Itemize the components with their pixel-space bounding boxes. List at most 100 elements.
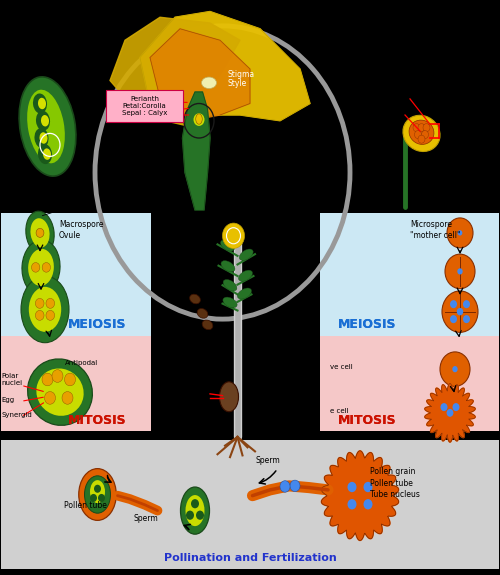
Circle shape <box>418 135 425 143</box>
Text: MEIOSIS: MEIOSIS <box>338 318 397 331</box>
Ellipse shape <box>238 270 252 281</box>
Circle shape <box>191 499 199 508</box>
Circle shape <box>413 124 420 132</box>
Circle shape <box>450 300 457 308</box>
Circle shape <box>440 352 470 386</box>
FancyBboxPatch shape <box>320 213 499 336</box>
Text: Pollen tube: Pollen tube <box>64 501 107 511</box>
Circle shape <box>46 298 54 308</box>
Text: MITOSIS: MITOSIS <box>68 415 127 427</box>
Circle shape <box>364 482 372 492</box>
Circle shape <box>348 499 356 509</box>
Ellipse shape <box>223 279 237 291</box>
Text: Perianth
Petal:Corolla
Sepal : Calyx: Perianth Petal:Corolla Sepal : Calyx <box>122 97 167 116</box>
Text: MITOSIS: MITOSIS <box>338 415 397 427</box>
Ellipse shape <box>240 249 253 260</box>
Text: Pollination and Fertilization: Pollination and Fertilization <box>164 553 336 562</box>
Text: Macrospore
Ovule: Macrospore Ovule <box>59 220 104 240</box>
Ellipse shape <box>238 288 252 299</box>
Ellipse shape <box>28 359 92 426</box>
Circle shape <box>463 315 470 323</box>
Ellipse shape <box>34 128 48 148</box>
Text: Tube nucleus: Tube nucleus <box>370 490 420 499</box>
Circle shape <box>452 403 460 411</box>
Ellipse shape <box>90 480 105 503</box>
Polygon shape <box>322 451 398 540</box>
Circle shape <box>452 366 458 372</box>
Circle shape <box>196 511 204 520</box>
Circle shape <box>418 124 425 132</box>
Polygon shape <box>140 12 310 126</box>
Ellipse shape <box>190 294 200 304</box>
Circle shape <box>36 228 44 237</box>
Ellipse shape <box>180 487 210 534</box>
Circle shape <box>446 409 454 417</box>
Ellipse shape <box>40 132 48 144</box>
Ellipse shape <box>29 287 61 332</box>
Circle shape <box>222 223 244 248</box>
Ellipse shape <box>409 120 434 144</box>
Circle shape <box>52 370 63 382</box>
Ellipse shape <box>21 276 69 343</box>
Circle shape <box>64 373 76 386</box>
Polygon shape <box>150 29 250 121</box>
Text: Pollen grain: Pollen grain <box>370 467 416 476</box>
Ellipse shape <box>28 249 54 286</box>
Circle shape <box>90 494 97 502</box>
Ellipse shape <box>38 98 46 109</box>
Ellipse shape <box>33 94 47 113</box>
Circle shape <box>442 291 478 332</box>
Circle shape <box>450 315 457 323</box>
Ellipse shape <box>220 382 238 412</box>
Ellipse shape <box>79 469 116 520</box>
Circle shape <box>280 481 290 492</box>
Text: Microspore
"mother cell": Microspore "mother cell" <box>410 220 461 240</box>
Text: Sperm: Sperm <box>134 514 159 523</box>
Text: Sperm: Sperm <box>255 456 280 465</box>
Polygon shape <box>182 92 210 210</box>
Text: Stigma: Stigma <box>228 70 254 79</box>
Circle shape <box>44 392 56 404</box>
Ellipse shape <box>220 240 234 251</box>
Text: MITOSIS: MITOSIS <box>338 415 397 427</box>
FancyBboxPatch shape <box>1 440 499 569</box>
Circle shape <box>94 485 101 493</box>
Ellipse shape <box>22 240 60 295</box>
Circle shape <box>290 480 300 492</box>
Circle shape <box>463 300 470 308</box>
Circle shape <box>458 269 462 274</box>
FancyBboxPatch shape <box>320 336 499 431</box>
Ellipse shape <box>43 148 51 160</box>
Ellipse shape <box>196 114 202 124</box>
Polygon shape <box>110 17 240 126</box>
Text: Egg: Egg <box>1 397 14 402</box>
Ellipse shape <box>197 309 208 318</box>
Ellipse shape <box>202 320 213 329</box>
Text: MEIOSIS: MEIOSIS <box>338 318 397 331</box>
Circle shape <box>62 392 73 404</box>
Circle shape <box>348 482 356 492</box>
Circle shape <box>42 263 50 272</box>
Text: MEIOSIS: MEIOSIS <box>68 318 127 331</box>
Circle shape <box>98 494 105 502</box>
Circle shape <box>457 308 463 315</box>
FancyBboxPatch shape <box>1 213 151 336</box>
Circle shape <box>423 124 430 132</box>
Text: MITOSIS: MITOSIS <box>68 415 127 427</box>
Text: Antipodal: Antipodal <box>65 361 98 366</box>
Circle shape <box>440 403 448 411</box>
Circle shape <box>36 298 44 308</box>
Text: Style: Style <box>228 79 247 88</box>
Circle shape <box>445 254 475 289</box>
Text: MEIOSIS: MEIOSIS <box>68 318 127 331</box>
Ellipse shape <box>186 495 204 526</box>
Circle shape <box>36 310 44 320</box>
Ellipse shape <box>30 218 50 247</box>
Ellipse shape <box>38 144 52 164</box>
Ellipse shape <box>194 113 204 126</box>
FancyBboxPatch shape <box>106 90 183 122</box>
Text: e cell: e cell <box>330 408 348 414</box>
Circle shape <box>32 263 40 272</box>
Circle shape <box>414 131 422 139</box>
Circle shape <box>46 310 54 320</box>
